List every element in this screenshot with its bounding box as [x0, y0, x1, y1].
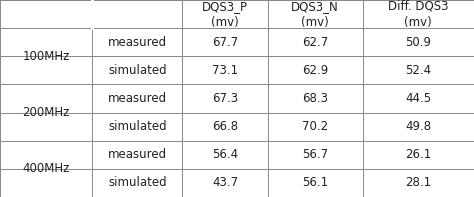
- Text: 49.8: 49.8: [405, 120, 431, 133]
- Text: DQS3_N
(mv): DQS3_N (mv): [292, 0, 339, 29]
- Text: simulated: simulated: [108, 177, 167, 190]
- Text: 100MHz: 100MHz: [23, 50, 70, 63]
- Text: 200MHz: 200MHz: [23, 106, 70, 119]
- Text: 43.7: 43.7: [212, 177, 238, 190]
- Text: 68.3: 68.3: [302, 92, 328, 105]
- Text: 56.1: 56.1: [302, 177, 328, 190]
- Text: 400MHz: 400MHz: [23, 162, 70, 175]
- Text: 56.4: 56.4: [212, 148, 238, 161]
- Text: 67.3: 67.3: [212, 92, 238, 105]
- Text: 26.1: 26.1: [405, 148, 431, 161]
- Text: 62.9: 62.9: [302, 64, 328, 77]
- Text: 73.1: 73.1: [212, 64, 238, 77]
- Text: measured: measured: [108, 92, 167, 105]
- Text: measured: measured: [108, 36, 167, 49]
- Text: 44.5: 44.5: [405, 92, 431, 105]
- Text: 62.7: 62.7: [302, 36, 328, 49]
- Text: 56.7: 56.7: [302, 148, 328, 161]
- Text: measured: measured: [108, 148, 167, 161]
- Text: simulated: simulated: [108, 120, 167, 133]
- Text: 67.7: 67.7: [212, 36, 238, 49]
- Text: 52.4: 52.4: [405, 64, 431, 77]
- Text: simulated: simulated: [108, 64, 167, 77]
- Text: 66.8: 66.8: [212, 120, 238, 133]
- Text: Diff. DQS3
(mv): Diff. DQS3 (mv): [388, 0, 448, 29]
- Text: 50.9: 50.9: [405, 36, 431, 49]
- Text: 70.2: 70.2: [302, 120, 328, 133]
- Text: DQS3_P
(mv): DQS3_P (mv): [202, 0, 248, 29]
- Text: 28.1: 28.1: [405, 177, 431, 190]
